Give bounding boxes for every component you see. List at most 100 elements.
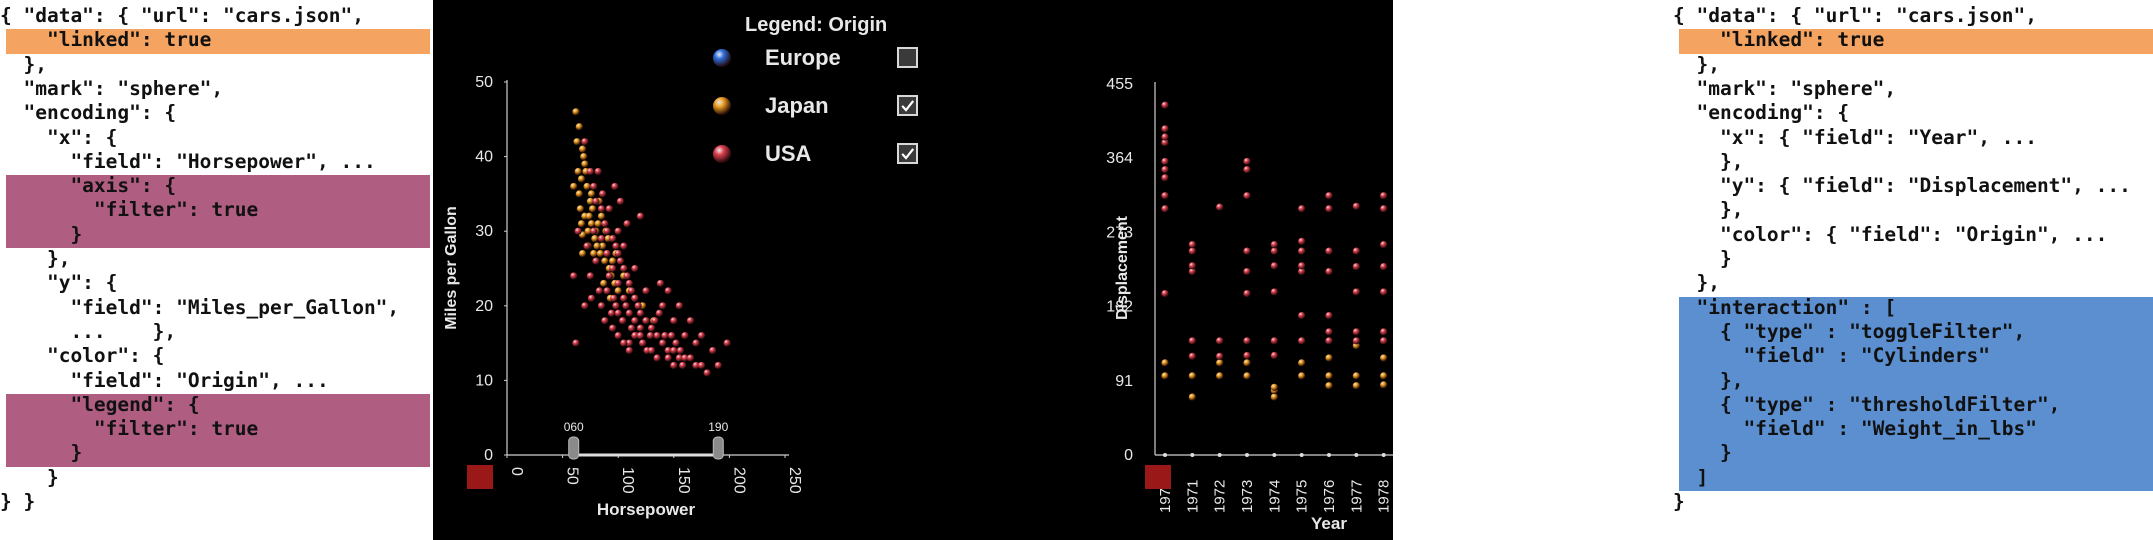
data-point [620,294,628,302]
right-code-line: "encoding": { [1673,101,1850,125]
right-code-line: { "type" : "toggleFilter", [1673,319,2026,343]
y-tick-label: 0 [484,447,493,464]
x-tick [1354,453,1359,457]
right-code-line: { "type" : "thresholdFilter", [1673,392,2061,416]
data-point [1352,263,1360,271]
data-point [1243,267,1251,276]
data-point [692,361,700,370]
data-point [611,182,619,191]
data-point [586,167,594,176]
data-point [1161,192,1169,200]
x-tick-label: 1974 [1266,480,1283,513]
data-point [1161,372,1169,380]
data-point [596,249,605,258]
data-point [623,220,631,228]
data-point [1325,205,1333,213]
data-point [692,339,700,347]
data-point [609,264,617,273]
data-point [620,242,628,250]
filter-min-handle[interactable] [568,436,580,460]
filter-min-label: 060 [564,420,584,434]
left-code-line: "color": { [0,344,165,368]
data-point [1188,247,1196,255]
data-point [681,332,689,340]
right-code-line: }, [1673,149,1744,173]
data-point [1188,352,1196,360]
x-tick [1245,453,1249,457]
legend-checkbox[interactable] [897,95,918,116]
left-code-line: "filter": true [0,417,259,441]
data-point [584,227,592,235]
data-point [1380,372,1388,380]
data-point [631,264,639,273]
right-code-line: "field" : "Weight_in_lbs" [1673,417,2037,441]
data-point [610,294,618,302]
data-point [594,220,602,228]
legend-checkbox[interactable] [897,143,918,164]
chart-1-svg: 0 10 20 30 40 50 0 50 100 150 200 250 Horsepower Mile… [443,14,1393,533]
y-tick-label: 0 [1124,447,1133,464]
data-point [642,287,650,295]
data-point [670,317,678,325]
x-tick-label: 1975 [1294,480,1311,513]
legend-item-label: Japan [765,93,829,118]
right-code-line: "interaction" : [ [1673,295,1897,319]
data-point [595,287,603,295]
data-point [614,309,622,317]
x-tick-label: 1971 [1184,480,1201,513]
data-point [1325,328,1333,336]
data-point [581,302,589,310]
data-point [1380,328,1388,336]
data-point [586,197,594,205]
data-point [698,332,706,340]
x-tick [1299,453,1304,457]
data-point [587,220,596,228]
right-code-line: } [1673,490,1685,513]
data-point [619,317,627,325]
left-code-line: "x": { [0,125,118,149]
data-point [573,138,581,146]
filter-max-handle[interactable] [712,436,724,460]
data-point [1161,133,1169,141]
x-tick [1190,453,1195,457]
data-point [1298,267,1306,276]
data-point [651,317,659,325]
data-point [656,279,665,288]
data-point [1243,247,1251,255]
data-point [625,309,633,317]
right-code-highlight [1679,29,2153,54]
data-point [620,339,628,347]
data-point [1352,247,1360,255]
data-point [672,339,680,347]
data-point [631,332,639,340]
data-point [1161,205,1169,213]
data-point [636,309,645,317]
legend-sphere-icon [713,49,731,67]
data-point [579,145,587,153]
left-code-line: "axis": { [0,174,177,198]
x-tick-label: 200 [730,467,747,494]
data-point [1298,359,1306,367]
data-point [612,302,620,310]
y-tick-label: 20 [475,298,493,315]
data-point [609,257,617,265]
y-axis-title: Displacement [1114,215,1131,320]
data-point [1298,337,1306,345]
data-point [594,167,602,176]
data-point [1188,267,1196,276]
data-point [1243,166,1251,174]
reset-button[interactable] [1145,465,1171,489]
y-tick-label: 455 [1106,76,1133,93]
data-point [1380,337,1388,345]
data-point [574,227,582,235]
data-point [603,287,611,295]
data-point [661,332,669,340]
x-tick [1272,453,1277,457]
data-point [572,339,580,347]
reset-button[interactable] [467,465,493,489]
data-point [579,249,587,258]
data-point [586,272,594,280]
legend-checkbox[interactable] [897,47,918,68]
data-point [634,302,642,310]
